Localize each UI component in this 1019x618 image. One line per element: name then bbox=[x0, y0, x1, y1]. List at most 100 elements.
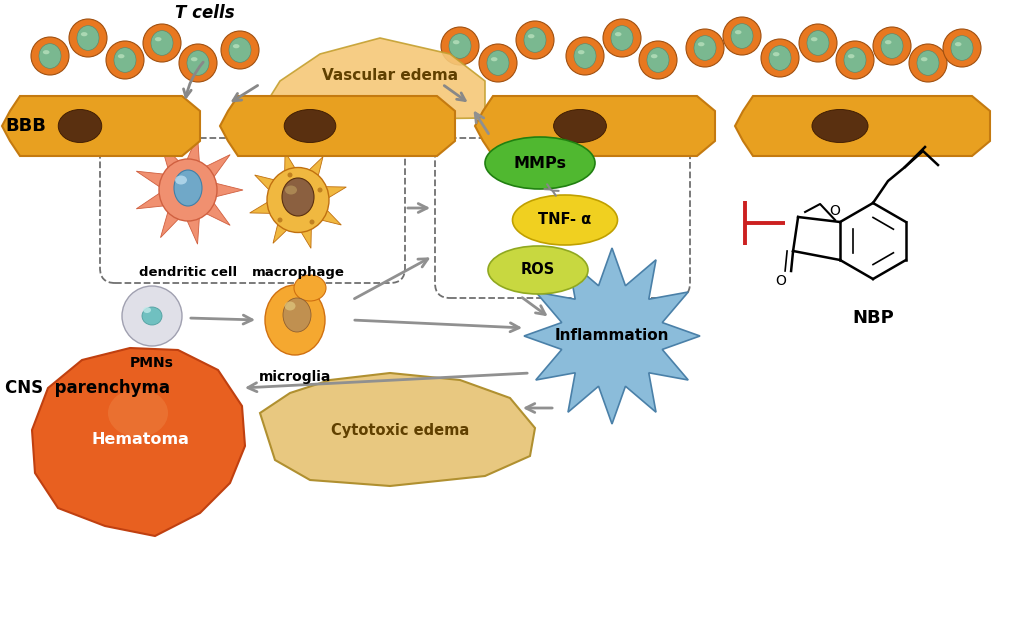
Ellipse shape bbox=[950, 36, 972, 61]
Polygon shape bbox=[2, 96, 200, 156]
Text: MMPs: MMPs bbox=[513, 156, 566, 171]
Ellipse shape bbox=[151, 31, 173, 56]
Text: O: O bbox=[774, 274, 786, 288]
Circle shape bbox=[143, 24, 180, 62]
Circle shape bbox=[440, 27, 479, 65]
Ellipse shape bbox=[281, 178, 314, 216]
Ellipse shape bbox=[448, 33, 471, 58]
Ellipse shape bbox=[884, 40, 891, 44]
Ellipse shape bbox=[916, 51, 938, 75]
Ellipse shape bbox=[524, 28, 545, 53]
Ellipse shape bbox=[512, 195, 616, 245]
Ellipse shape bbox=[553, 109, 606, 143]
Polygon shape bbox=[735, 96, 989, 156]
Text: PMNs: PMNs bbox=[130, 356, 174, 370]
Polygon shape bbox=[284, 151, 296, 173]
Polygon shape bbox=[185, 136, 200, 164]
Circle shape bbox=[31, 37, 69, 75]
Ellipse shape bbox=[772, 52, 779, 56]
Ellipse shape bbox=[108, 389, 168, 437]
Ellipse shape bbox=[847, 54, 854, 58]
Circle shape bbox=[943, 29, 980, 67]
Ellipse shape bbox=[693, 36, 715, 61]
Circle shape bbox=[309, 219, 314, 224]
Ellipse shape bbox=[265, 285, 325, 355]
Ellipse shape bbox=[118, 54, 124, 58]
Ellipse shape bbox=[646, 48, 668, 72]
Polygon shape bbox=[324, 187, 346, 198]
Ellipse shape bbox=[76, 26, 99, 50]
Circle shape bbox=[836, 41, 873, 79]
Ellipse shape bbox=[186, 51, 209, 75]
Ellipse shape bbox=[284, 109, 335, 143]
Ellipse shape bbox=[920, 57, 926, 61]
Ellipse shape bbox=[114, 48, 136, 72]
Ellipse shape bbox=[484, 137, 594, 189]
Ellipse shape bbox=[159, 159, 217, 221]
Ellipse shape bbox=[39, 44, 61, 69]
Ellipse shape bbox=[528, 34, 534, 38]
Circle shape bbox=[122, 286, 181, 346]
Ellipse shape bbox=[43, 50, 50, 54]
Circle shape bbox=[566, 37, 603, 75]
Ellipse shape bbox=[487, 246, 587, 294]
Circle shape bbox=[602, 19, 640, 57]
Ellipse shape bbox=[81, 32, 88, 36]
Text: Vascular edema: Vascular edema bbox=[322, 69, 458, 83]
Polygon shape bbox=[204, 202, 230, 226]
Ellipse shape bbox=[143, 307, 151, 313]
Circle shape bbox=[106, 41, 144, 79]
Polygon shape bbox=[524, 248, 699, 424]
Ellipse shape bbox=[175, 176, 186, 185]
Polygon shape bbox=[320, 210, 341, 225]
Polygon shape bbox=[300, 227, 311, 248]
Circle shape bbox=[798, 24, 837, 62]
Ellipse shape bbox=[155, 37, 161, 41]
Ellipse shape bbox=[142, 307, 162, 325]
Polygon shape bbox=[32, 348, 245, 536]
Polygon shape bbox=[255, 38, 484, 121]
Ellipse shape bbox=[806, 31, 828, 56]
Polygon shape bbox=[250, 202, 271, 213]
Text: T cells: T cells bbox=[175, 4, 234, 22]
Ellipse shape bbox=[284, 302, 296, 310]
Text: microglia: microglia bbox=[259, 370, 331, 384]
Ellipse shape bbox=[58, 109, 102, 143]
Ellipse shape bbox=[282, 298, 311, 332]
Circle shape bbox=[638, 41, 677, 79]
Circle shape bbox=[287, 172, 292, 177]
Text: Inflammation: Inflammation bbox=[554, 329, 668, 344]
Polygon shape bbox=[260, 373, 535, 486]
Ellipse shape bbox=[954, 42, 961, 46]
Ellipse shape bbox=[486, 51, 508, 75]
Polygon shape bbox=[185, 216, 200, 244]
Polygon shape bbox=[137, 193, 165, 209]
Text: TNF- α: TNF- α bbox=[538, 213, 591, 227]
Text: macrophage: macrophage bbox=[252, 266, 344, 279]
Polygon shape bbox=[137, 171, 165, 187]
Ellipse shape bbox=[490, 57, 497, 61]
Ellipse shape bbox=[768, 46, 791, 70]
Circle shape bbox=[760, 39, 798, 77]
Ellipse shape bbox=[574, 44, 595, 69]
Polygon shape bbox=[220, 96, 454, 156]
Polygon shape bbox=[255, 175, 275, 190]
Ellipse shape bbox=[284, 185, 297, 195]
Ellipse shape bbox=[880, 33, 902, 58]
Polygon shape bbox=[215, 183, 243, 197]
Ellipse shape bbox=[267, 167, 329, 232]
Polygon shape bbox=[204, 154, 230, 178]
Ellipse shape bbox=[734, 30, 741, 34]
Text: NBP: NBP bbox=[851, 309, 893, 327]
Polygon shape bbox=[308, 157, 323, 177]
Circle shape bbox=[872, 27, 910, 65]
Ellipse shape bbox=[650, 54, 657, 58]
Ellipse shape bbox=[697, 42, 704, 46]
Circle shape bbox=[722, 17, 760, 55]
Ellipse shape bbox=[843, 48, 865, 72]
Polygon shape bbox=[160, 142, 180, 170]
Text: BBB: BBB bbox=[5, 117, 46, 135]
Ellipse shape bbox=[614, 32, 621, 36]
Text: CNS  parenchyma: CNS parenchyma bbox=[5, 379, 170, 397]
Ellipse shape bbox=[232, 44, 239, 48]
